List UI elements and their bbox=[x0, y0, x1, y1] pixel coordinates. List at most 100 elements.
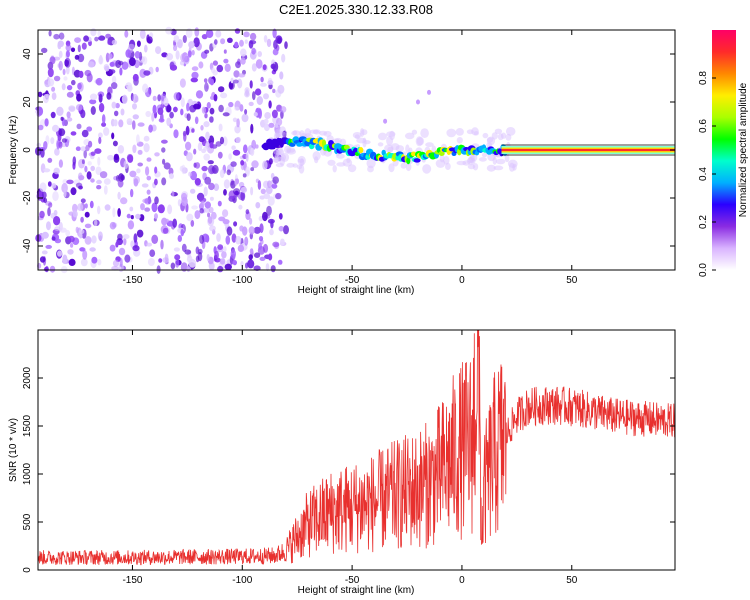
noise-blob bbox=[45, 265, 49, 273]
noise-blob bbox=[75, 182, 83, 188]
snr-x-label: Height of straight line (km) bbox=[298, 585, 415, 596]
noise-blob bbox=[84, 203, 88, 209]
haze-blob bbox=[274, 129, 280, 138]
noise-blob bbox=[75, 226, 79, 234]
noise-blob bbox=[185, 141, 192, 151]
noise-blob bbox=[251, 47, 256, 55]
noise-blob bbox=[255, 59, 263, 69]
noise-blob bbox=[184, 249, 192, 255]
noise-blob bbox=[228, 101, 234, 108]
noise-blob bbox=[84, 223, 92, 229]
noise-blob bbox=[144, 197, 152, 205]
noise-blob bbox=[274, 123, 279, 128]
noise-blob bbox=[281, 53, 286, 63]
noise-blob bbox=[76, 123, 82, 130]
noise-blob bbox=[272, 28, 277, 39]
noise-blob bbox=[217, 244, 224, 251]
noise-blob bbox=[262, 211, 268, 222]
noise-blob bbox=[201, 165, 208, 172]
noise-blob bbox=[208, 206, 214, 214]
noise-blob bbox=[248, 226, 255, 235]
noise-blob bbox=[234, 178, 238, 186]
noise-blob bbox=[258, 236, 264, 242]
noise-blob bbox=[174, 254, 181, 261]
colorbar-tick-label: 0.8 bbox=[698, 71, 709, 85]
haze-blob bbox=[481, 152, 488, 158]
noise-blob bbox=[175, 50, 180, 60]
y-tick-label: 40 bbox=[22, 48, 33, 60]
noise-blob bbox=[66, 91, 74, 98]
noise-blob bbox=[271, 183, 278, 189]
colorbar-tick-label: 0.4 bbox=[698, 167, 709, 181]
haze-blob bbox=[346, 157, 351, 163]
noise-blob bbox=[205, 29, 214, 38]
noise-blob bbox=[225, 235, 231, 245]
noise-blob bbox=[233, 221, 238, 227]
noise-blob bbox=[166, 105, 172, 113]
noise-blob bbox=[219, 169, 225, 179]
noise-blob bbox=[249, 80, 253, 89]
noise-blob bbox=[40, 148, 45, 158]
noise-blob bbox=[87, 61, 95, 68]
noise-blob bbox=[268, 100, 272, 109]
noise-blob bbox=[90, 151, 96, 156]
streak-point bbox=[383, 118, 388, 124]
noise-blob bbox=[121, 94, 128, 105]
noise-blob bbox=[236, 118, 240, 128]
y-tick-label: 20 bbox=[22, 96, 33, 108]
noise-blob bbox=[48, 30, 52, 37]
noise-blob bbox=[146, 175, 152, 181]
noise-blob bbox=[41, 250, 48, 255]
noise-blob bbox=[242, 226, 248, 236]
y-tick-label: -40 bbox=[22, 238, 33, 253]
haze-blob bbox=[286, 147, 296, 153]
noise-blob bbox=[51, 236, 56, 241]
noise-blob bbox=[121, 61, 129, 70]
noise-blob bbox=[270, 63, 276, 70]
noise-blob bbox=[84, 69, 92, 77]
noise-blob bbox=[280, 238, 285, 246]
noise-blob bbox=[279, 71, 284, 80]
noise-blob bbox=[39, 182, 47, 192]
noise-blob bbox=[230, 180, 236, 189]
spectrogram-marks bbox=[35, 26, 675, 274]
noise-blob bbox=[267, 80, 274, 86]
noise-blob bbox=[205, 131, 210, 140]
noise-blob bbox=[272, 48, 279, 56]
noise-blob bbox=[266, 205, 272, 216]
haze-blob bbox=[277, 131, 287, 139]
noise-blob bbox=[262, 243, 269, 253]
noise-blob bbox=[272, 241, 280, 248]
haze-blob bbox=[455, 127, 464, 136]
noise-blob bbox=[111, 101, 117, 109]
noise-blob bbox=[58, 50, 63, 59]
noise-blob bbox=[204, 82, 209, 92]
noise-blob bbox=[80, 146, 86, 152]
noise-blob bbox=[243, 31, 250, 38]
noise-blob bbox=[109, 221, 117, 230]
noise-blob bbox=[63, 187, 67, 198]
noise-blob bbox=[158, 118, 165, 123]
noise-blob bbox=[233, 188, 241, 196]
noise-blob bbox=[155, 46, 162, 55]
spectrogram-x-label: Height of straight line (km) bbox=[298, 285, 415, 296]
noise-blob bbox=[257, 51, 263, 57]
noise-blob bbox=[52, 191, 59, 202]
noise-blob bbox=[207, 160, 214, 165]
noise-blob bbox=[201, 34, 208, 40]
colorbar-tick-label: 0.6 bbox=[698, 119, 709, 133]
noise-blob bbox=[235, 136, 241, 144]
noise-blob bbox=[277, 37, 282, 45]
noise-blob bbox=[183, 132, 187, 142]
haze-blob bbox=[505, 126, 516, 136]
haze-blob bbox=[456, 137, 463, 144]
noise-blob bbox=[180, 262, 188, 272]
noise-blob bbox=[103, 127, 110, 136]
noise-blob bbox=[240, 191, 246, 202]
noise-blob bbox=[172, 218, 177, 228]
noise-blob bbox=[46, 221, 51, 231]
noise-blob bbox=[186, 102, 190, 112]
noise-blob bbox=[245, 209, 250, 215]
noise-blob bbox=[47, 157, 53, 163]
noise-blob bbox=[232, 260, 237, 266]
